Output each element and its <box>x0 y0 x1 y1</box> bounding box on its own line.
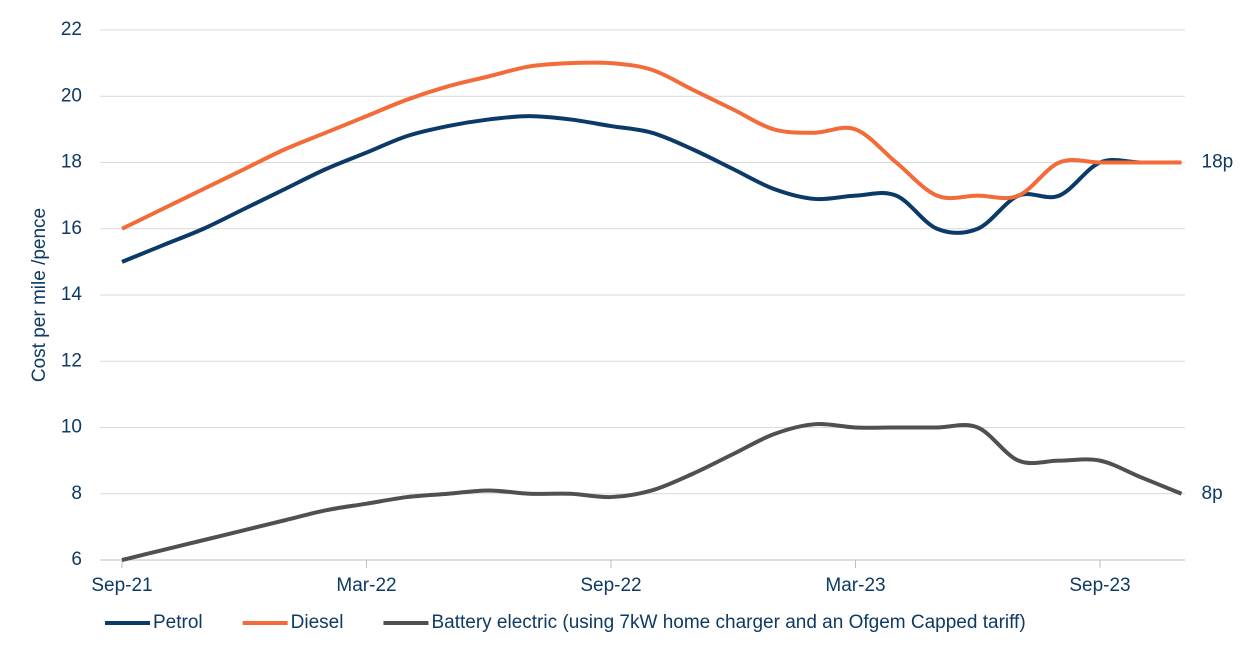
y-tick-label: 18 <box>61 152 82 173</box>
y-tick-label: 22 <box>61 19 82 40</box>
x-tick-label: Mar-22 <box>336 575 396 596</box>
y-tick-label: 6 <box>71 549 82 570</box>
series-line <box>121 60 1182 231</box>
x-tick-label: Mar-23 <box>825 575 885 596</box>
y-tick-label: 14 <box>61 284 83 305</box>
y-tick-label: 20 <box>61 85 82 106</box>
end-label: 18p <box>1202 152 1234 173</box>
y-tick-label: 12 <box>61 350 82 371</box>
series-line <box>121 114 1182 264</box>
x-tick-label: Sep-22 <box>580 575 641 596</box>
y-tick-label: 16 <box>61 218 82 239</box>
legend-label: Battery electric (using 7kW home charger… <box>431 612 1025 633</box>
y-tick-label: 8 <box>71 483 82 504</box>
end-label: 8p <box>1202 483 1223 504</box>
legend-label: Diesel <box>291 612 344 633</box>
y-tick-label: 10 <box>61 417 82 438</box>
x-tick-label: Sep-23 <box>1069 575 1130 596</box>
series-line <box>121 421 1183 562</box>
legend-label: Petrol <box>153 612 203 633</box>
x-tick-label: Sep-21 <box>91 575 152 596</box>
y-axis-label: Cost per mile /pence <box>29 208 50 382</box>
